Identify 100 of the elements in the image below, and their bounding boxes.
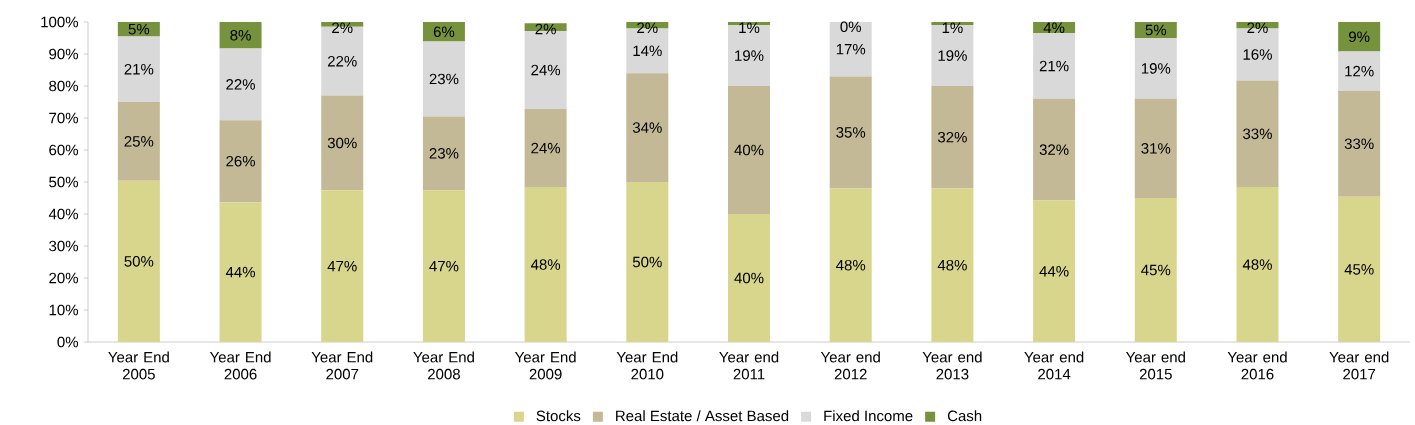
x-tick-label: Year end 2012 <box>820 351 880 380</box>
data-label: 47% <box>327 260 357 272</box>
bar <box>1236 187 1279 342</box>
y-tick-label: 0% <box>57 336 79 348</box>
y-tick-label: 90% <box>49 48 78 60</box>
data-label: 22% <box>327 55 357 67</box>
data-label: 8% <box>230 29 251 41</box>
data-label: 40% <box>734 272 764 284</box>
data-label: 33% <box>1344 138 1374 150</box>
bar <box>1033 33 1076 99</box>
data-label: 24% <box>531 64 561 76</box>
bar <box>1338 90 1381 197</box>
bar <box>829 22 872 77</box>
x-tick-label: Year End 2007 <box>311 351 373 380</box>
x-tick-label: Year end 2015 <box>1125 351 1185 380</box>
x-tick-label: Year End 2006 <box>209 351 271 380</box>
bar <box>1033 200 1076 342</box>
data-label: 2% <box>637 22 658 34</box>
data-label: 23% <box>429 148 459 159</box>
bar <box>931 188 974 342</box>
y-tick-label: 60% <box>49 144 78 156</box>
data-label: 2% <box>1247 22 1268 34</box>
data-label: 30% <box>327 137 357 149</box>
bar <box>117 180 160 342</box>
data-label: 16% <box>1243 49 1272 60</box>
legend-label: Stocks <box>536 410 581 422</box>
data-label: 12% <box>1345 65 1374 77</box>
bar <box>1033 98 1076 201</box>
bar <box>1134 38 1177 99</box>
x-tick-label: Year End 2010 <box>616 351 678 380</box>
legend-label: Cash <box>947 410 982 422</box>
x-tick-label: Year End 2005 <box>108 351 169 380</box>
bar <box>728 214 771 342</box>
bar <box>829 76 872 189</box>
data-label: 19% <box>938 50 967 61</box>
data-label: 6% <box>433 26 455 38</box>
data-label: 25% <box>124 136 154 147</box>
data-label: 9% <box>1349 31 1370 43</box>
data-label: 44% <box>225 266 256 278</box>
bar <box>422 41 465 117</box>
data-label: 22% <box>226 79 256 90</box>
bar <box>117 102 160 181</box>
bar <box>1338 196 1381 342</box>
bar <box>321 95 364 191</box>
data-label: 45% <box>1344 264 1374 275</box>
data-label: 50% <box>124 256 154 267</box>
legend-label: Real Estate / Asset Based <box>616 410 789 422</box>
data-label: 50% <box>632 256 662 268</box>
y-tick-label: 10% <box>49 304 78 316</box>
bar <box>1134 198 1177 342</box>
x-tick-label: Year end 2014 <box>1024 351 1084 380</box>
data-label: 48% <box>937 259 967 271</box>
bar <box>1236 80 1279 188</box>
data-label: 14% <box>633 45 662 57</box>
data-label: 48% <box>1242 259 1272 270</box>
y-tick-label: 40% <box>48 208 78 220</box>
data-label: 33% <box>1243 128 1272 140</box>
x-tick-label: Year End 2008 <box>413 351 474 380</box>
x-tick-label: Year end 2013 <box>922 351 982 380</box>
data-label: 32% <box>937 131 967 143</box>
bar <box>219 120 262 203</box>
bar <box>422 22 465 42</box>
x-tick-label: Year End 2009 <box>514 351 576 380</box>
bar <box>524 109 567 188</box>
y-tick-label: 30% <box>49 240 78 252</box>
data-label: 44% <box>1039 266 1069 277</box>
data-label: 1% <box>942 22 963 34</box>
y-tick-label: 80% <box>49 80 78 92</box>
bar <box>524 187 567 342</box>
bar <box>321 190 364 342</box>
bar <box>829 188 872 342</box>
data-label: 47% <box>429 260 459 272</box>
data-label: 0% <box>840 21 861 33</box>
bar <box>219 48 262 121</box>
data-label: 23% <box>429 73 459 85</box>
data-label: 32% <box>1039 144 1069 155</box>
x-tick-label: Year end 2011 <box>719 351 779 380</box>
bar <box>1338 51 1381 91</box>
bar <box>117 36 160 102</box>
data-label: 48% <box>836 259 866 271</box>
data-label: 5% <box>128 23 150 35</box>
data-label: 35% <box>836 127 866 138</box>
bar <box>422 116 465 191</box>
bar <box>931 86 974 189</box>
data-label: 5% <box>1145 24 1167 36</box>
x-tick-label: Year end 2016 <box>1227 351 1287 380</box>
y-tick-label: 50% <box>49 176 78 188</box>
data-label: 19% <box>1141 63 1171 74</box>
bar <box>422 190 465 342</box>
y-tick-label: 100% <box>41 16 78 28</box>
data-label: 4% <box>1043 22 1065 34</box>
data-label: 21% <box>1039 60 1069 72</box>
x-tick-label: Year end 2017 <box>1329 351 1389 380</box>
legend-label: Fixed Income <box>824 410 913 422</box>
data-label: 45% <box>1141 264 1171 276</box>
data-label: 17% <box>836 43 866 55</box>
data-label: 21% <box>124 63 154 75</box>
bar <box>219 202 262 342</box>
bar <box>728 86 771 214</box>
data-label: 34% <box>632 122 662 133</box>
